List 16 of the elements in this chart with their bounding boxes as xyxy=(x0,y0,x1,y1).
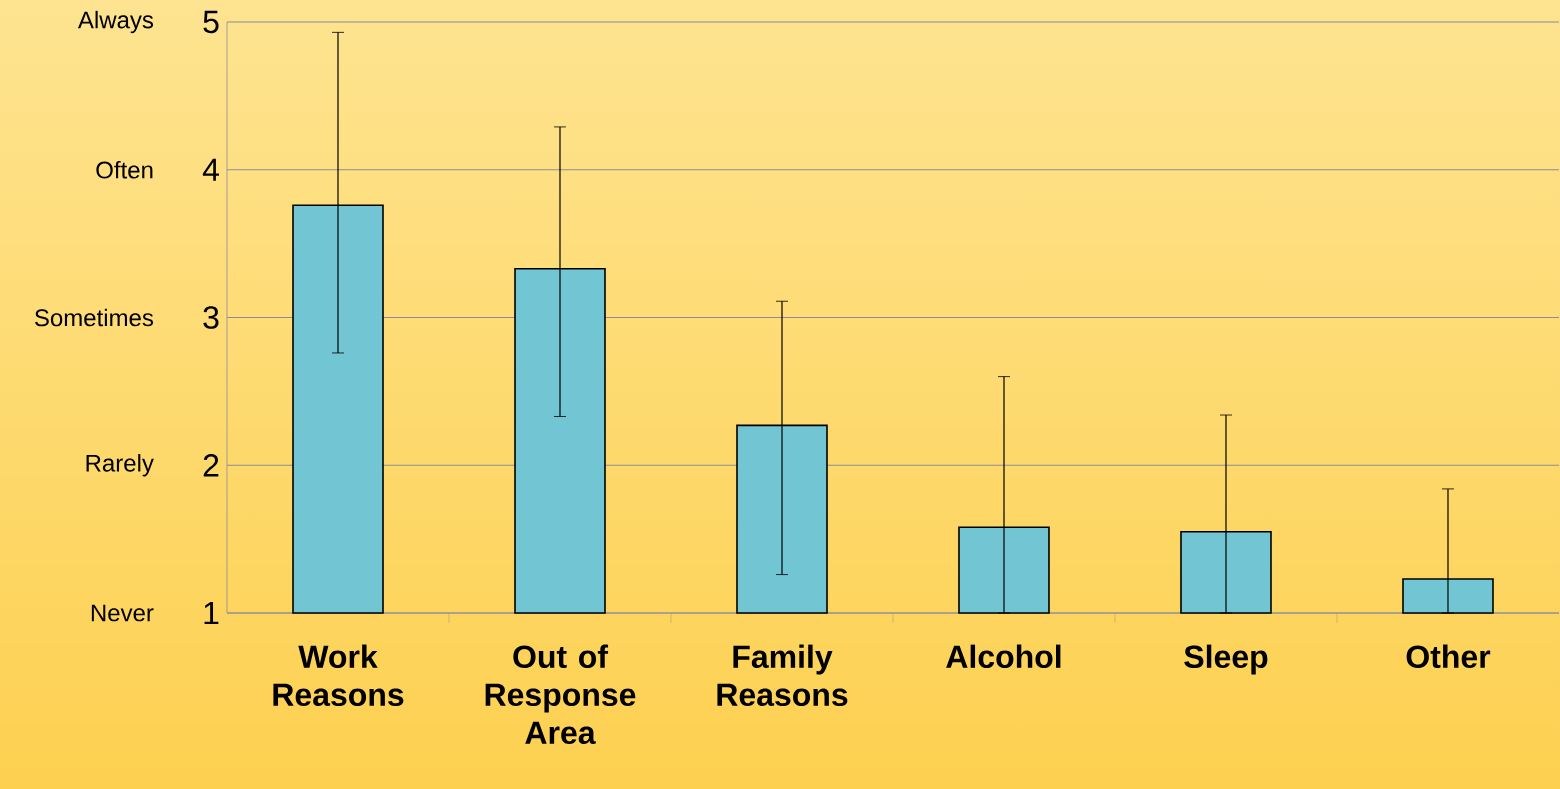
x-tick-label: Family Reasons xyxy=(717,644,848,707)
y-tick-label: 3 xyxy=(203,306,219,329)
y-tick-label: 1 xyxy=(204,601,219,625)
y-tick-label: 4 xyxy=(202,158,219,181)
x-tick-label: Work Reasons xyxy=(273,644,404,707)
text: Often xyxy=(96,160,153,179)
y-tick-label: 2 xyxy=(203,454,219,477)
text: Sometimes xyxy=(35,308,154,327)
x-tick-label: Other xyxy=(1406,644,1491,669)
x-tick-label: Out of Response Area xyxy=(485,644,636,745)
text: Rarely xyxy=(86,454,154,477)
text: Always xyxy=(77,10,154,34)
y-tick-label: 5 xyxy=(203,10,219,34)
x-tick-label: Alcohol xyxy=(946,644,1061,669)
text: Never xyxy=(91,604,154,622)
x-tick-label: Sleep xyxy=(1184,644,1268,675)
